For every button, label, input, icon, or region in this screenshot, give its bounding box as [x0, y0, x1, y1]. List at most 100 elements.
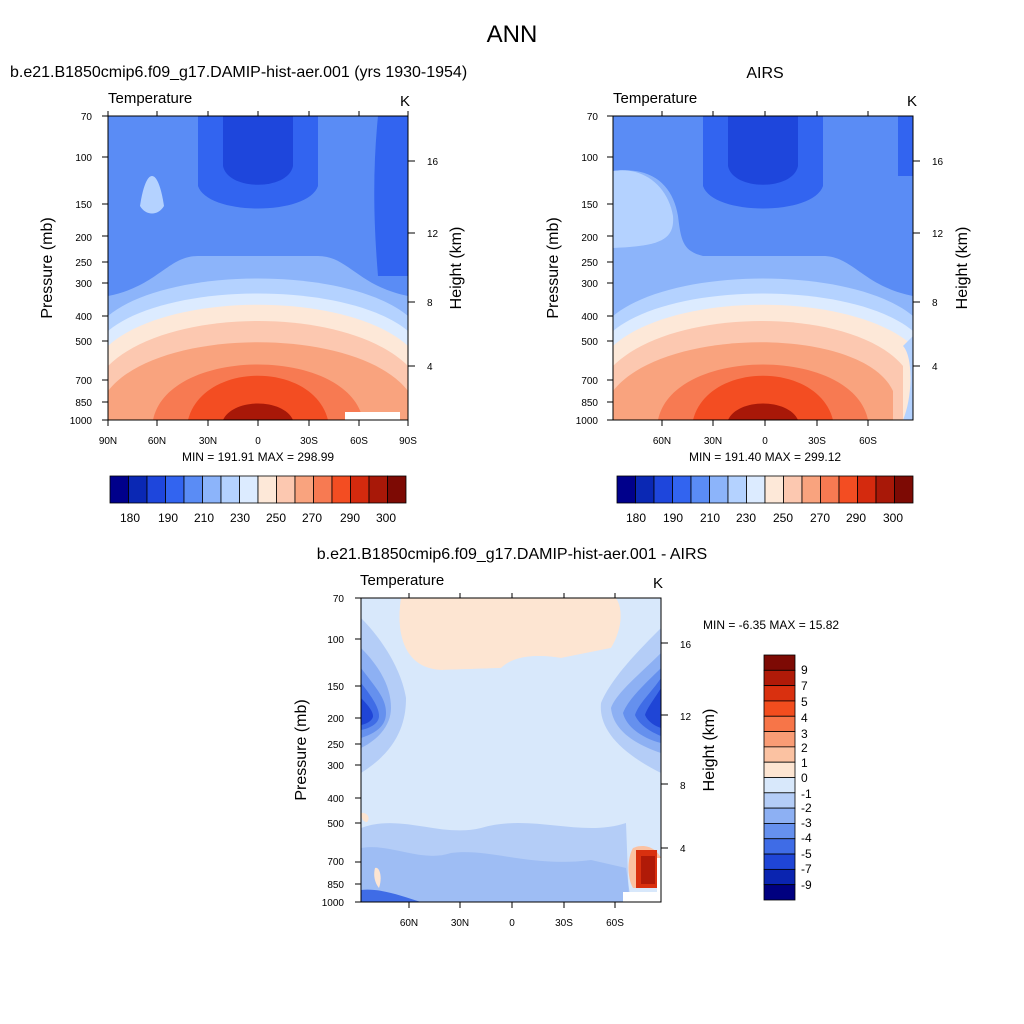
tick-label: 400 — [581, 312, 598, 323]
tick-label: 12 — [427, 229, 439, 240]
panel-obs-xticks: 60N 30N 0 30S 60S — [653, 436, 877, 447]
tick-label: 100 — [581, 153, 598, 164]
tick-label: 4 — [427, 362, 433, 373]
colorbar-label: 270 — [810, 511, 830, 525]
panel-model: b.e21.B1850cmip6.f09_g17.DAMIP-hist-aer.… — [10, 64, 467, 525]
tick-label: 850 — [581, 398, 598, 409]
tick-label: 1000 — [322, 898, 345, 909]
colorbar-label: -3 — [801, 816, 812, 830]
colorbar-label: 230 — [230, 511, 250, 525]
panel-diff-colorbar-labels: 9 7 5 4 3 2 1 0 -1 -2 -3 -4 -5 -7 -9 — [801, 663, 812, 892]
panel-model-plot — [107, 115, 409, 421]
tick-label: 700 — [581, 376, 598, 387]
tick-label: 70 — [333, 594, 345, 605]
colorbar-label: 5 — [801, 695, 808, 709]
panel-obs-colorbar — [616, 475, 914, 504]
colorbar-label: 190 — [663, 511, 683, 525]
panel-diff-ylabel: Pressure (mb) — [293, 699, 310, 800]
panel-obs: AIRS Temperature K — [545, 65, 971, 525]
panel-obs-title: AIRS — [746, 65, 783, 82]
panel-obs-hticks: 16 12 8 4 — [932, 157, 944, 373]
panel-model-title: b.e21.B1850cmip6.f09_g17.DAMIP-hist-aer.… — [10, 64, 467, 81]
tick-label: 90S — [399, 436, 417, 447]
colorbar-label: 9 — [801, 663, 808, 677]
colorbar-swatch — [763, 884, 796, 901]
colorbar-label: 190 — [158, 511, 178, 525]
colorbar-swatch — [763, 654, 796, 671]
panel-obs-variable: Temperature — [613, 90, 697, 107]
colorbar-swatch — [690, 475, 710, 504]
panel-model-field — [108, 116, 408, 420]
panel-diff-xticks: 60N 30N 0 30S 60S — [400, 918, 624, 929]
tick-label: 30N — [199, 436, 217, 447]
colorbar-label: 230 — [736, 511, 756, 525]
panel-diff-units: K — [653, 575, 663, 592]
tick-label: 70 — [587, 112, 599, 123]
tick-label: 16 — [427, 157, 439, 168]
tick-label: 4 — [932, 362, 938, 373]
tick-label: 700 — [327, 857, 344, 868]
colorbar-swatch — [763, 853, 796, 870]
tick-label: 60S — [350, 436, 368, 447]
tick-label: 16 — [680, 640, 692, 651]
tick-label: 90N — [99, 436, 117, 447]
colorbar-label: 2 — [801, 741, 808, 755]
colorbar-swatch — [763, 792, 796, 809]
colorbar-swatch — [763, 777, 796, 794]
colorbar-swatch — [783, 475, 803, 504]
tick-label: 500 — [75, 337, 92, 348]
tick-label: 8 — [680, 781, 686, 792]
tick-label: 250 — [327, 740, 344, 751]
tick-label: 0 — [255, 436, 261, 447]
tick-label: 100 — [327, 635, 344, 646]
colorbar-swatch — [763, 761, 796, 778]
tick-label: 250 — [581, 258, 598, 269]
panel-obs-colorbar-labels: 180 190 210 230 250 270 290 300 — [626, 511, 903, 525]
tick-label: 60N — [148, 436, 166, 447]
colorbar-swatch — [763, 807, 796, 824]
panel-model-ylabel-right: Height (km) — [448, 227, 465, 310]
tick-label: 500 — [327, 819, 344, 830]
panel-diff-ylabel-right: Height (km) — [701, 709, 718, 792]
colorbar-label: 3 — [801, 727, 808, 741]
panel-model-stats: MIN = 191.91 MAX = 298.99 — [182, 450, 334, 464]
tick-label: 8 — [427, 298, 433, 309]
tick-label: 8 — [932, 298, 938, 309]
tick-label: 0 — [762, 436, 768, 447]
colorbar-label: -9 — [801, 878, 812, 892]
panel-model-hticks: 16 12 8 4 — [427, 157, 439, 373]
colorbar-swatch — [128, 475, 148, 504]
colorbar-swatch — [368, 475, 388, 504]
panel-diff: b.e21.B1850cmip6.f09_g17.DAMIP-hist-aer.… — [293, 546, 839, 929]
tick-label: 60S — [859, 436, 877, 447]
panel-diff-hticks: 16 12 8 4 — [680, 640, 692, 855]
panel-model-units: K — [400, 93, 410, 110]
tick-label: 300 — [581, 279, 598, 290]
tick-label: 150 — [581, 200, 598, 211]
panel-model-xticks: 90N 60N 30N 0 30S 60S 90S — [99, 436, 417, 447]
colorbar-swatch — [763, 868, 796, 886]
panel-obs-ylabel: Pressure (mb) — [545, 217, 562, 318]
colorbar-label: 4 — [801, 711, 808, 725]
colorbar-swatch — [838, 475, 858, 504]
colorbar-swatch — [763, 685, 796, 702]
panel-obs-stats: MIN = 191.40 MAX = 299.12 — [689, 450, 841, 464]
colorbar-swatch — [763, 731, 796, 748]
tick-label: 30S — [808, 436, 826, 447]
colorbar-swatch — [857, 475, 877, 504]
tick-label: 1000 — [70, 416, 93, 427]
tick-label: 16 — [932, 157, 944, 168]
main-title: ANN — [487, 21, 538, 48]
tick-label: 30S — [555, 918, 573, 929]
colorbar-swatch — [653, 475, 673, 504]
colorbar-swatch — [763, 715, 796, 732]
tick-label: 200 — [327, 714, 344, 725]
colorbar-label: -5 — [801, 847, 812, 861]
colorbar-swatch — [257, 475, 277, 504]
colorbar-label: 270 — [302, 511, 322, 525]
colorbar-label: 210 — [700, 511, 720, 525]
colorbar-swatch — [239, 475, 259, 504]
tick-label: 12 — [932, 229, 944, 240]
panel-model-colorbar — [109, 475, 407, 504]
